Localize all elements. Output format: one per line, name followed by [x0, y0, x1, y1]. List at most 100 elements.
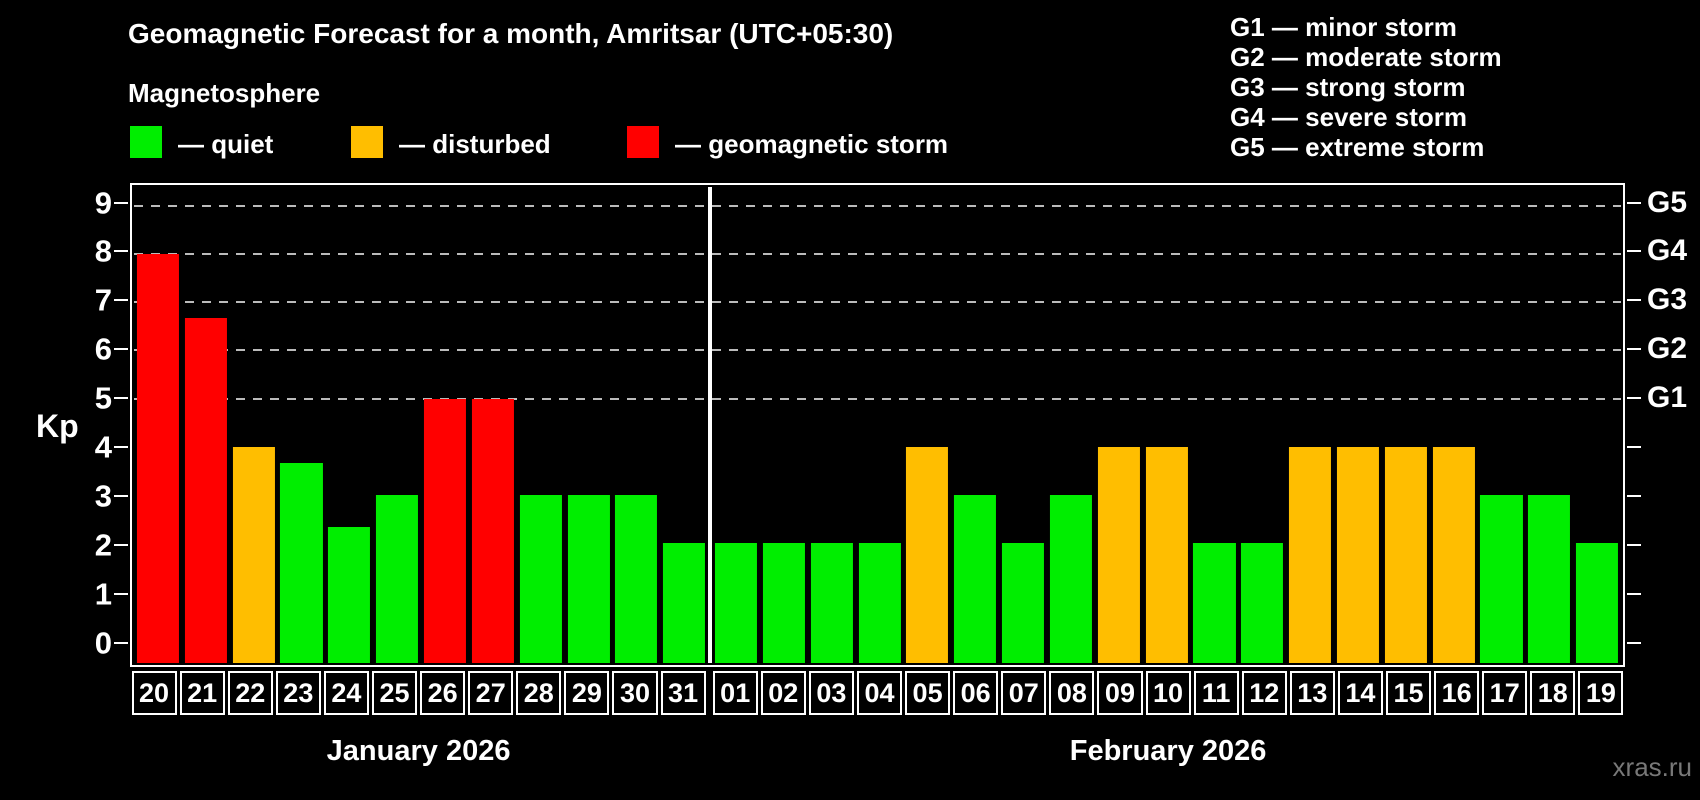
month-label-row: January 2026 February 2026	[130, 735, 1625, 768]
bar-feb-09	[1097, 446, 1140, 663]
day-label-jan-22: 22	[227, 671, 273, 715]
month-label-february: February 2026	[1069, 735, 1267, 767]
y-tick-right-0	[1627, 641, 1641, 644]
bar-feb-05	[906, 446, 949, 663]
y-tick-right-5	[1627, 397, 1641, 400]
y-tick-label-1: 1	[94, 576, 112, 612]
y-tick-right-8	[1627, 250, 1641, 253]
day-box-group-feb: 01 02 03 04 05 06 07 08 09 10 11 12 13 14 15 16 17 18 19	[711, 671, 1625, 715]
y-tick-left-7	[114, 299, 128, 302]
day-label-feb-02: 02	[760, 671, 806, 715]
day-column-jan-27	[469, 187, 517, 663]
day-column-feb-16	[1430, 187, 1478, 663]
day-label-feb-14: 14	[1337, 671, 1383, 715]
bar-jan-23	[280, 462, 323, 663]
y-tick-right-3	[1627, 494, 1641, 497]
legend-label-disturbed: — disturbed	[399, 129, 551, 159]
bar-feb-04	[858, 542, 901, 663]
g-legend-item-g1: G1 — minor storm	[1230, 12, 1457, 42]
day-column-feb-05	[903, 187, 951, 663]
day-label-feb-15: 15	[1385, 671, 1432, 715]
y-tick-label-2: 2	[94, 527, 112, 563]
bar-jan-27	[471, 398, 514, 663]
y-tick-label-8: 8	[94, 233, 112, 269]
day-label-jan-29: 29	[564, 671, 610, 715]
y-tick-right-2	[1627, 543, 1641, 546]
day-column-jan-31	[660, 187, 708, 663]
plot-frame	[130, 183, 1625, 667]
day-column-feb-10	[1143, 187, 1191, 663]
day-column-feb-04	[856, 187, 904, 663]
y-tick-right-4	[1627, 446, 1641, 448]
y-tick-label-9: 9	[94, 185, 112, 221]
g-scale-legend: G1 — minor storm G2 — moderate storm G3 …	[1230, 12, 1502, 162]
day-label-jan-21: 21	[179, 671, 225, 715]
day-label-feb-12: 12	[1241, 671, 1287, 715]
gridline-kp-5	[134, 397, 1621, 400]
day-column-jan-24	[325, 187, 373, 663]
day-column-feb-11	[1191, 187, 1239, 663]
bar-group-feb	[712, 187, 1621, 663]
y-tick-left-6	[114, 348, 128, 351]
day-label-jan-23: 23	[275, 671, 321, 715]
gridline-kp-8	[134, 253, 1621, 256]
day-column-feb-02	[760, 187, 808, 663]
month-divider	[708, 187, 713, 663]
bars-layer	[134, 187, 1621, 663]
y-tick-label-6: 6	[94, 331, 112, 367]
legend-swatch-storm	[627, 126, 659, 158]
right-axis-label-g1: G1	[1647, 381, 1688, 415]
bar-feb-19	[1576, 542, 1619, 663]
grid-layer	[134, 187, 1621, 663]
bar-feb-17	[1480, 494, 1523, 663]
day-label-jan-25: 25	[371, 671, 418, 715]
watermark: xras.ru	[1612, 752, 1692, 782]
day-column-jan-20	[134, 187, 182, 663]
y-tick-label-3: 3	[94, 478, 112, 514]
y-tick-label-7: 7	[94, 282, 112, 318]
day-label-feb-19: 19	[1578, 671, 1624, 715]
day-column-feb-08	[1047, 187, 1095, 663]
day-column-jan-28	[517, 187, 565, 663]
day-column-feb-09	[1095, 187, 1143, 663]
day-column-jan-25	[373, 187, 421, 663]
bar-feb-07	[1002, 542, 1045, 663]
y-tick-left-2	[114, 543, 128, 546]
day-column-feb-17	[1478, 187, 1526, 663]
day-label-feb-11: 11	[1193, 671, 1239, 715]
day-label-feb-18: 18	[1530, 671, 1576, 715]
day-column-jan-26	[421, 187, 469, 663]
bar-jan-21	[184, 318, 227, 663]
day-label-jan-28: 28	[516, 671, 562, 715]
right-axis-label-g4: G4	[1647, 234, 1688, 268]
chart-subtitle: Magnetosphere	[128, 78, 321, 108]
y-tick-left-5	[114, 397, 128, 400]
bar-jan-30	[615, 494, 658, 663]
day-column-jan-29	[565, 187, 613, 663]
day-label-feb-07: 07	[1001, 671, 1047, 715]
day-label-feb-09: 09	[1097, 671, 1143, 715]
gridline-kp-9	[134, 205, 1621, 208]
day-label-feb-10: 10	[1145, 671, 1191, 715]
y-tick-label-0: 0	[94, 625, 112, 661]
day-label-jan-26: 26	[420, 671, 466, 715]
bar-jan-24	[328, 526, 371, 663]
bar-jan-20	[136, 254, 179, 663]
bar-jan-25	[376, 494, 419, 663]
y-tick-right-9	[1627, 201, 1641, 204]
y-tick-right-7	[1627, 299, 1641, 302]
bar-feb-02	[762, 542, 805, 663]
chart-area: 0 1 2 3 4 5 G1 6 G2 7 G3 8 G4 9 G5 20 21 22 23 24 25 26 27 28 2…	[95, 183, 1687, 783]
g-legend-item-g4: G4 — severe storm	[1230, 102, 1468, 132]
bar-jan-22	[232, 446, 275, 663]
bar-jan-26	[423, 398, 467, 663]
y-tick-left-4	[114, 446, 128, 448]
day-label-feb-04: 04	[856, 671, 903, 715]
y-tick-left-3	[114, 494, 128, 497]
bar-group-jan	[134, 187, 708, 663]
day-column-feb-06	[951, 187, 999, 663]
y-axis-title: Kp	[36, 408, 79, 444]
g-legend-item-g5: G5 — extreme storm	[1230, 132, 1485, 162]
y-tick-right-1	[1627, 592, 1641, 595]
